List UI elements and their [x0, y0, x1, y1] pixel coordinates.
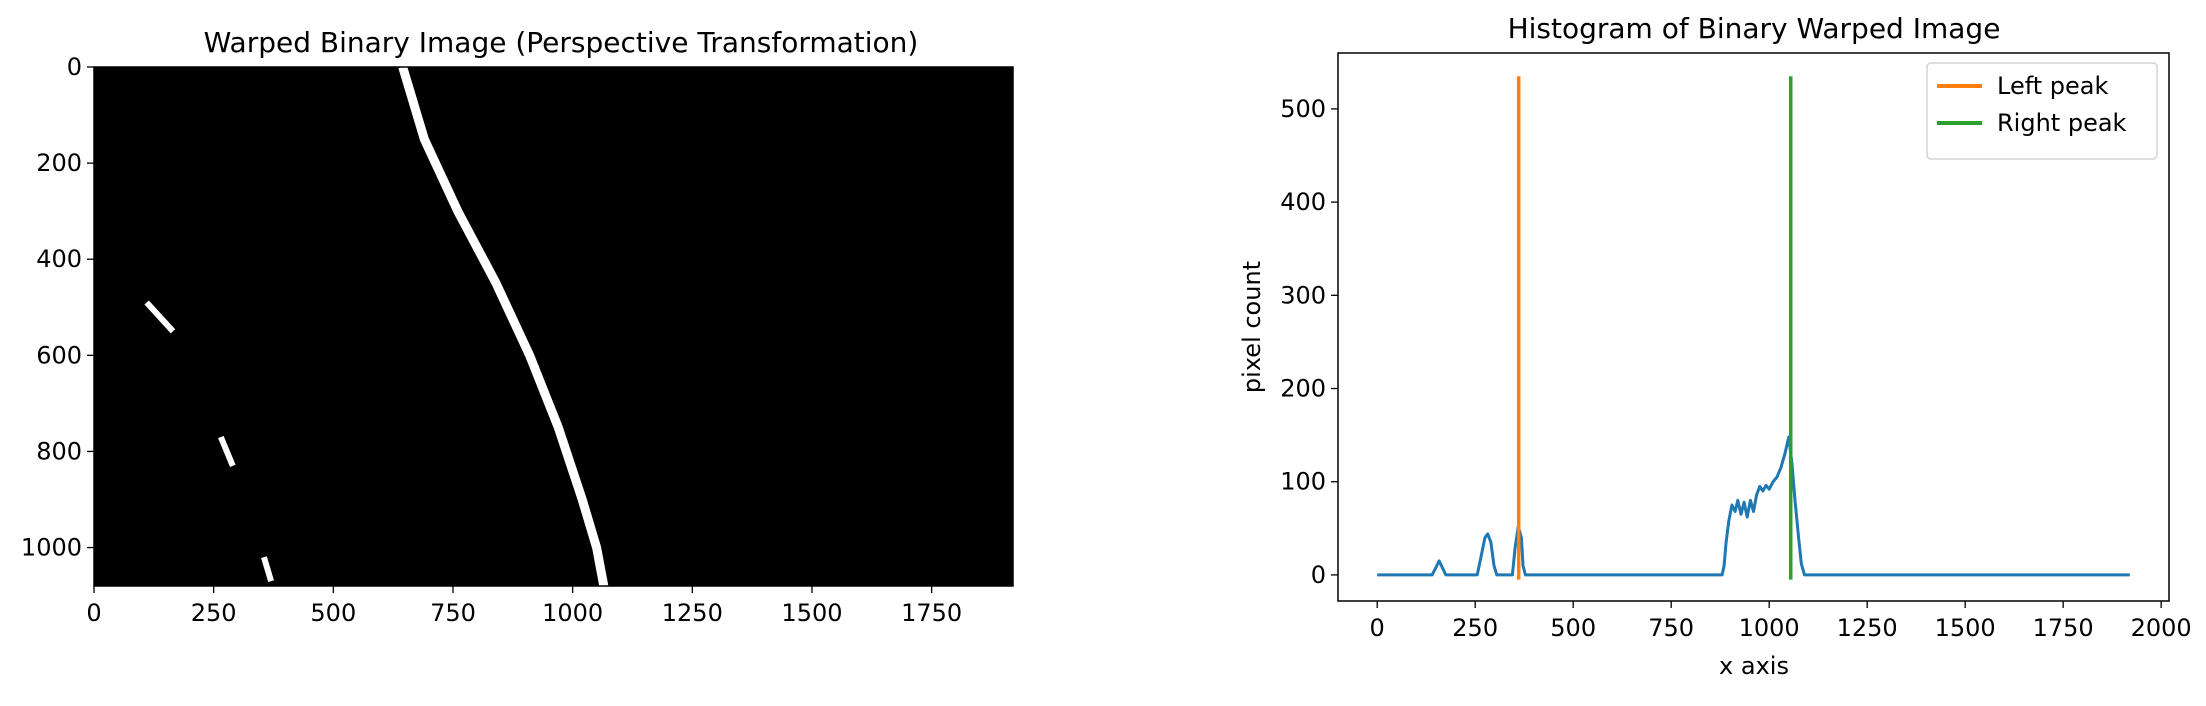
histogram-x-tick-label: 500 [1550, 614, 1596, 642]
image-y-tick-label: 400 [36, 245, 82, 273]
binary-image-marks [144, 65, 609, 587]
histogram-x-tick-label: 250 [1452, 614, 1498, 642]
histogram-y-tick-label: 0 [1311, 561, 1326, 589]
histogram-y-axis-label: pixel count [1238, 261, 1266, 393]
image-y-tick-label: 600 [36, 341, 82, 369]
histogram-x-axis-label: x axis [1719, 652, 1789, 680]
image-y-tick-label: 200 [36, 149, 82, 177]
image-x-tick-label: 1250 [662, 599, 723, 627]
histogram-y-tick-label: 100 [1280, 468, 1326, 496]
histogram-legend: Left peak Right peak [1926, 62, 2158, 160]
histogram-title: Histogram of Binary Warped Image [1508, 12, 2001, 45]
image-y-tick-label: 0 [67, 53, 82, 81]
legend-label: Left peak [1997, 72, 2108, 100]
histogram-x-tick-label: 750 [1648, 614, 1694, 642]
legend-box [1926, 62, 2158, 160]
lane-fragment-mark [218, 435, 236, 468]
image-y-tick-label: 1000 [21, 534, 82, 562]
histogram-x-tick-label: 1500 [1935, 614, 1996, 642]
image-x-tick-label: 750 [430, 599, 476, 627]
histogram-x-tick-label: 0 [1370, 614, 1385, 642]
image-x-ticks: 0 250 500 750 1000 1250 1500 1750 [86, 586, 962, 627]
histogram-series [1377, 76, 2130, 580]
image-x-tick-label: 1750 [901, 599, 962, 627]
image-x-tick-label: 1000 [542, 599, 603, 627]
legend-label: Right peak [1997, 109, 2127, 137]
image-x-tick-label: 1500 [781, 599, 842, 627]
histogram-x-tick-label: 1750 [2033, 614, 2094, 642]
lane-fragment-mark [261, 556, 274, 583]
lane-fragment-mark [144, 300, 176, 334]
image-y-tick-label: 800 [36, 437, 82, 465]
histogram-x-ticks: 0 250 500 750 1000 1250 1500 1750 2000 [1370, 601, 2192, 642]
histogram-curve [1377, 435, 2130, 577]
histogram-x-tick-label: 1250 [1837, 614, 1898, 642]
histogram-panel: Histogram of Binary Warped Image 0 250 500… [1238, 12, 2192, 680]
warped-image-title: Warped Binary Image (Perspective Transfo… [204, 26, 919, 59]
histogram-y-tick-label: 200 [1280, 375, 1326, 403]
histogram-frame [1337, 52, 2170, 602]
histogram-y-tick-label: 300 [1280, 281, 1326, 309]
histogram-y-tick-label: 500 [1280, 95, 1326, 123]
histogram-x-tick-label: 2000 [2131, 614, 2192, 642]
histogram-y-tick-label: 400 [1280, 188, 1326, 216]
histogram-x-tick-label: 1000 [1739, 614, 1800, 642]
warped-image-panel: Warped Binary Image (Perspective Transfo… [21, 26, 1014, 627]
histogram-y-ticks: 0 100 200 300 400 500 [1280, 95, 1338, 589]
image-frame [93, 66, 1014, 587]
image-x-tick-label: 500 [310, 599, 356, 627]
image-y-ticks: 0 200 400 600 800 1000 [21, 53, 94, 562]
image-x-tick-label: 250 [191, 599, 237, 627]
image-x-tick-label: 0 [86, 599, 101, 627]
binary-image-background [94, 67, 1013, 586]
lane-line-mark [398, 65, 609, 587]
